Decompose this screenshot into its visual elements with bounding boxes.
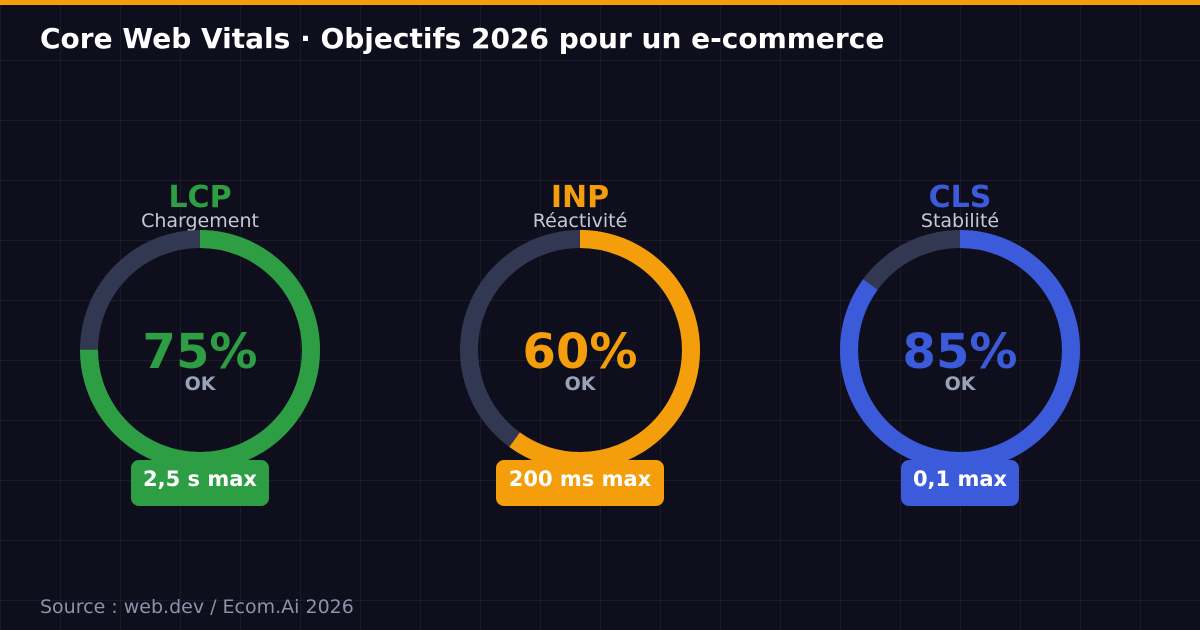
gauge-value: 75% (142, 324, 258, 380)
gauge-threshold-badge: 0,1 max (901, 460, 1019, 506)
gauge-inp: INP Réactivité 60% OK 200 ms max (460, 180, 700, 510)
gauge-status: OK (564, 373, 596, 395)
top-accent-bar (0, 0, 1200, 5)
gauge-threshold-badge: 2,5 s max (131, 460, 269, 506)
gauge-lcp: LCP Chargement 75% OK 2,5 s max (80, 180, 320, 510)
page-title: Core Web Vitals · Objectifs 2026 pour un… (40, 22, 885, 55)
gauge-metric-name: LCP (168, 180, 232, 215)
gauge-cls: CLS Stabilité 85% OK 0,1 max (840, 180, 1080, 510)
gauge-metric-name: INP (550, 180, 610, 215)
gauge-status: OK (944, 373, 976, 395)
gauge-value: 85% (902, 324, 1018, 380)
source-note: Source : web.dev / Ecom.Ai 2026 (40, 596, 354, 618)
gauge-metric-description: Chargement (141, 210, 259, 232)
gauge-threshold-badge: 200 ms max (496, 460, 664, 506)
gauge-metric-name: CLS (928, 180, 992, 215)
gauge-status: OK (184, 373, 216, 395)
gauge-metric-description: Réactivité (532, 210, 628, 232)
gauge-value: 60% (522, 324, 638, 380)
gauge-metric-description: Stabilité (920, 210, 1000, 232)
